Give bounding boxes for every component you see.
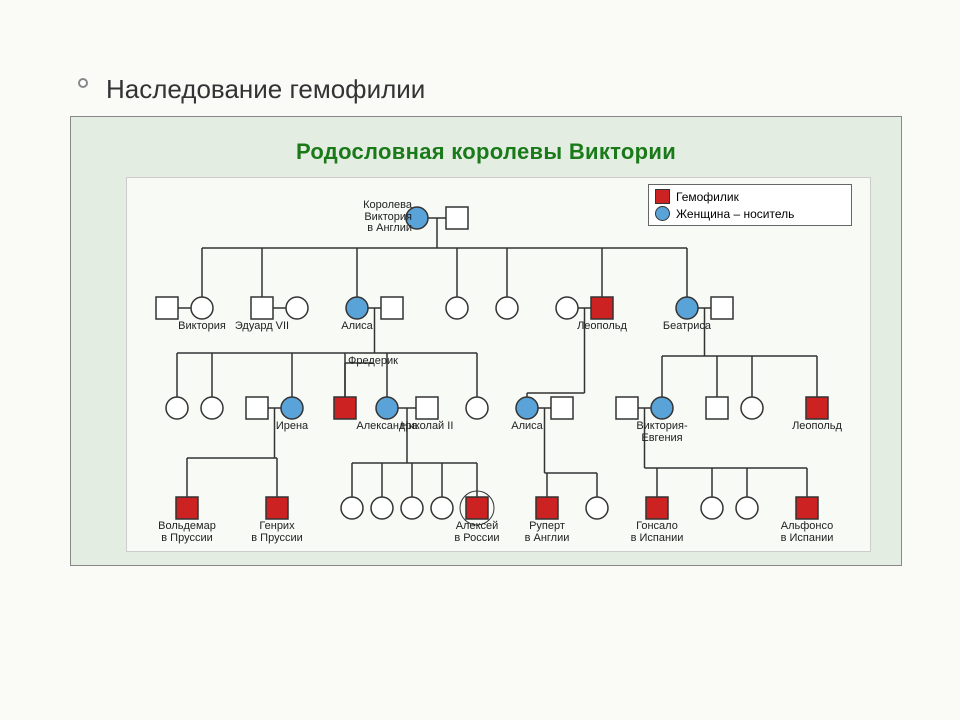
pedigree-node-sp8m: [616, 397, 638, 419]
pedigree-node-d4: [431, 497, 453, 519]
pedigree-node-g2a: [191, 297, 213, 319]
pedigree-node-irene: [281, 397, 303, 419]
pedigree-node-leopold2: [806, 397, 828, 419]
chart-panel: Родословная королевы Виктории Гемофилик …: [70, 116, 902, 566]
node-label-gonzalo: Гонсалов Испании: [612, 521, 702, 544]
node-label-rupert: Рупертв Англии: [502, 521, 592, 544]
pedigree-node-g3e: [741, 397, 763, 419]
pedigree-node-sp5m: [711, 297, 733, 319]
pedigree-node-g3b: [201, 397, 223, 419]
pedigree-node-g3a: [166, 397, 188, 419]
node-label-g2b: Эдуард VII: [217, 321, 307, 333]
pedigree-node-g3c: [466, 397, 488, 419]
pedigree-node-d7: [736, 497, 758, 519]
node-label-irene: Ирена: [247, 421, 337, 433]
node-label-ve: Виктория-Евгения: [617, 421, 707, 444]
pedigree-node-alice: [346, 297, 368, 319]
pedigree-node-sp4f: [556, 297, 578, 319]
pedigree-node-gonzalo: [646, 497, 668, 519]
pedigree-node-g3d: [706, 397, 728, 419]
pedigree-node-g2x2: [496, 297, 518, 319]
pedigree-node-sp3m: [381, 297, 403, 319]
pedigree-node-leopold: [591, 297, 613, 319]
pedigree-node-aliceA: [516, 397, 538, 419]
pedigree-node-d5: [586, 497, 608, 519]
pedigree-node-d1: [341, 497, 363, 519]
node-label-henry: Генрихв Пруссии: [232, 521, 322, 544]
pedigree-node-sp6m: [246, 397, 268, 419]
node-label-victoria: КоролеваВикторияв Англии: [322, 200, 412, 235]
pedigree-node-d2: [371, 497, 393, 519]
node-label-frederick: Фредерик: [348, 356, 438, 368]
node-label-alfonso: Альфонсов Испании: [762, 521, 852, 544]
pedigree-node-alexei: [466, 497, 488, 519]
pedigree-node-g2x1: [446, 297, 468, 319]
node-label-leopold2: Леопольд: [772, 421, 862, 433]
pedigree-node-sp1m: [156, 297, 178, 319]
pedigree-svg: [127, 178, 872, 553]
pedigree-node-waldemar: [176, 497, 198, 519]
pedigree-node-sp7m: [551, 397, 573, 419]
node-label-aliceA: Алиса: [482, 421, 572, 433]
pedigree-node-frederick: [334, 397, 356, 419]
pedigree-node-alfonso: [796, 497, 818, 519]
pedigree-node-sp2f: [286, 297, 308, 319]
bullet-icon: [78, 78, 88, 88]
pedigree-node-henry: [266, 497, 288, 519]
chart-title: Родословная королевы Виктории: [71, 139, 901, 165]
pedigree-node-d6: [701, 497, 723, 519]
pedigree-node-albert: [446, 207, 468, 229]
pedigree-node-beatrice: [676, 297, 698, 319]
node-label-nicholas: Николай II: [382, 421, 472, 433]
node-label-waldemar: Вольдемарв Пруссии: [142, 521, 232, 544]
page-title: Наследование гемофилии: [106, 74, 425, 105]
node-label-beatrice: Беатриса: [642, 321, 732, 333]
pedigree-node-rupert: [536, 497, 558, 519]
pedigree-node-d3: [401, 497, 423, 519]
pedigree-node-g2b: [251, 297, 273, 319]
node-label-alice: Алиса: [312, 321, 402, 333]
pedigree-chart: Гемофилик Женщина – носитель КоролеваВик…: [126, 177, 871, 552]
node-label-leopold: Леопольд: [557, 321, 647, 333]
pedigree-node-nicholas: [416, 397, 438, 419]
pedigree-node-ve: [651, 397, 673, 419]
pedigree-node-alexandra: [376, 397, 398, 419]
